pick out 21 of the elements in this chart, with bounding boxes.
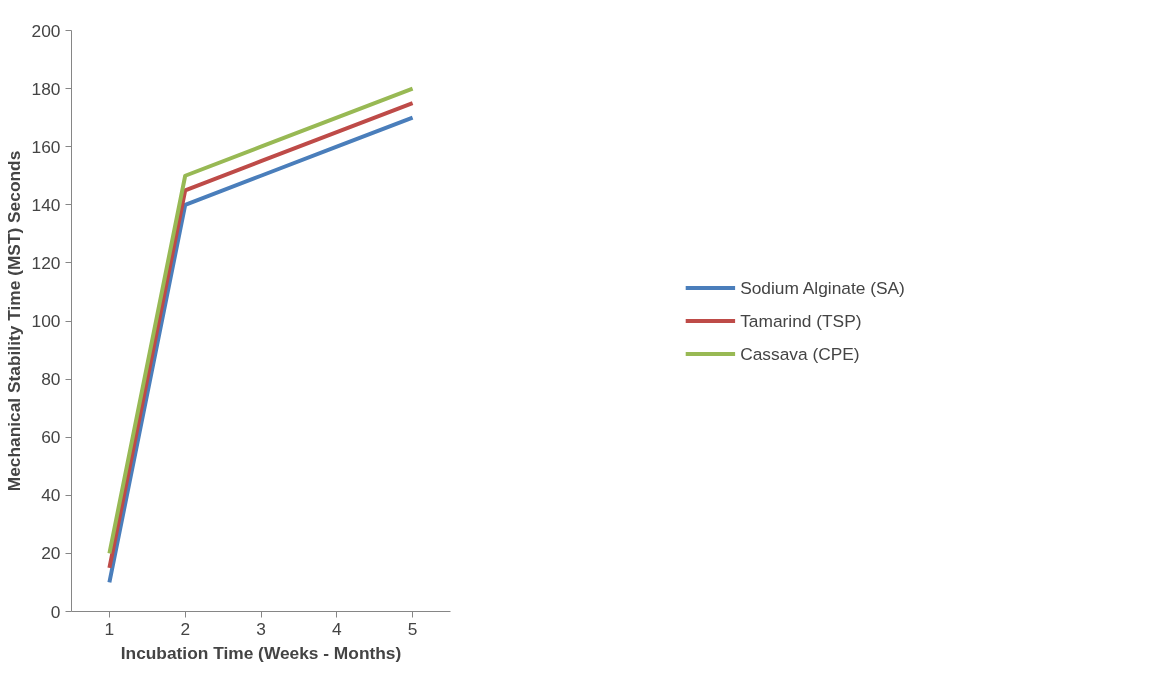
y-tick-label: 160 (31, 136, 61, 157)
y-tick-label: 200 (31, 20, 61, 41)
y-tick-label: 20 (41, 543, 61, 564)
x-tick-label: 4 (331, 618, 342, 639)
y-tick-label: 100 (31, 311, 61, 331)
x-axis-title: Incubation Time (Weeks - Months) (120, 642, 402, 663)
legend-label: Cassava (CPE) (740, 343, 860, 364)
y-tick-label: 60 (41, 427, 61, 448)
y-axis-title: Mechanical Stability Time (MST) Seconds (3, 150, 24, 492)
legend-label: Sodium Alginate (SA) (740, 277, 905, 298)
y-tick-label: 120 (31, 252, 61, 273)
y-tick-label: 0 (50, 601, 61, 622)
y-tick-label: 80 (41, 369, 61, 390)
legend-label: Tamarind (TSP) (740, 310, 862, 331)
y-tick-label: 140 (31, 194, 61, 215)
x-tick-label: 5 (407, 618, 418, 639)
y-tick-label: 40 (41, 485, 61, 506)
x-tick-label: 2 (180, 618, 191, 639)
x-tick-label: 1 (104, 618, 115, 639)
y-tick-label: 180 (31, 78, 61, 99)
x-tick-label: 3 (256, 618, 266, 639)
